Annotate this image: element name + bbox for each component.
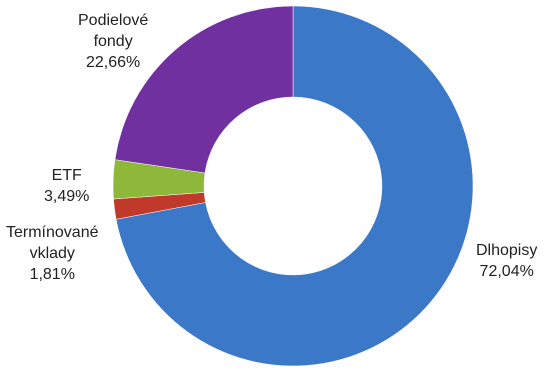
slice-dlhopisy <box>115 5 474 367</box>
label-podielove-fondy-name-2: fondy <box>93 33 133 50</box>
label-podielove-fondy-name-1: Podielové <box>78 12 149 29</box>
label-podielove-fondy: Podielové fondy 22,66% <box>78 10 148 73</box>
label-etf-value: 3,49% <box>44 188 90 205</box>
label-etf-name: ETF <box>51 167 82 184</box>
label-dlhopisy-name: Dlhopisy <box>476 242 538 259</box>
label-terminovane-vklady-name-2: vklady <box>29 245 75 262</box>
label-dlhopisy: Dlhopisy 72,04% <box>476 240 537 282</box>
label-podielove-fondy-value: 22,66% <box>86 54 141 71</box>
label-terminovane-vklady: Termínované vklady 1,81% <box>6 222 99 285</box>
label-dlhopisy-value: 72,04% <box>479 263 534 280</box>
label-terminovane-vklady-name-1: Termínované <box>6 224 99 241</box>
label-terminovane-vklady-value: 1,81% <box>29 266 75 283</box>
slice-podielov-fondy <box>114 5 294 174</box>
label-etf: ETF 3,49% <box>44 165 89 207</box>
